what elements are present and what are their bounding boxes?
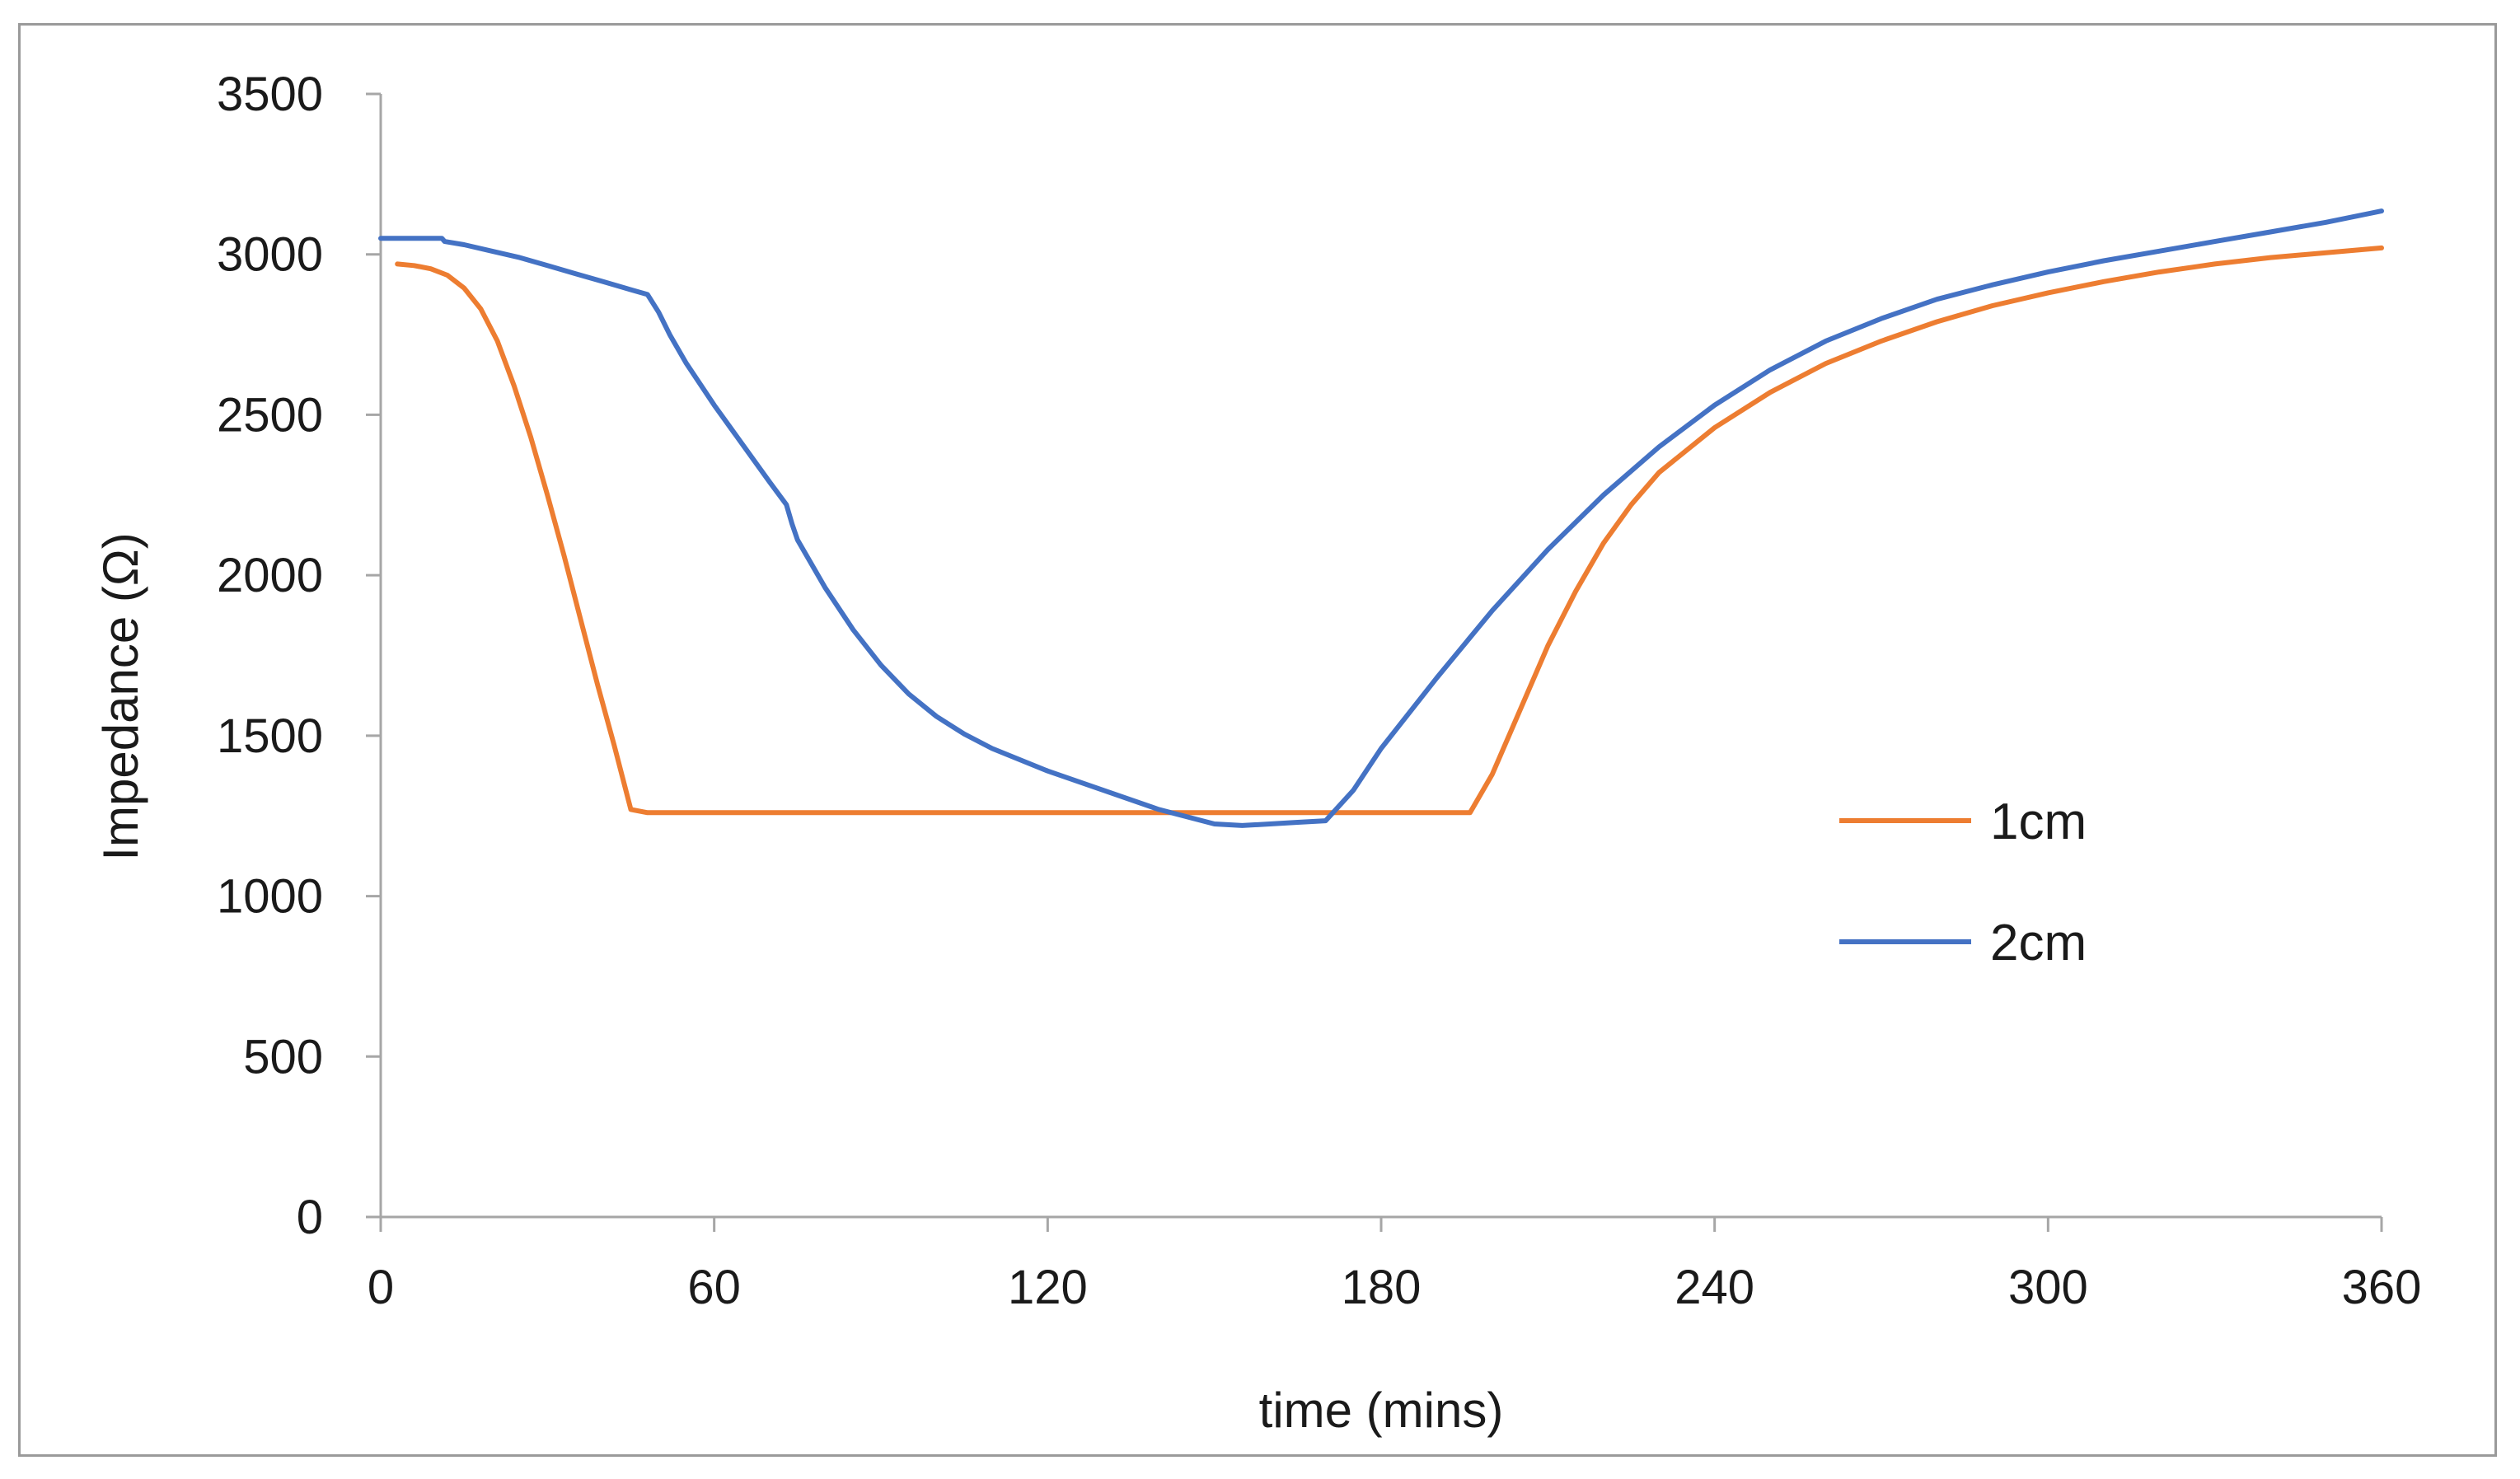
x-tick-label: 300 [2008,1261,2088,1314]
legend-label-2cm: 2cm [1990,915,2087,971]
x-tick-label: 0 [368,1261,394,1314]
series-layer [378,208,2384,828]
y-tick-label: 3000 [217,228,323,282]
x-ticks: 0 60 120 180 240 300 360 [368,1217,2422,1314]
y-tick-label: 2500 [217,388,323,442]
y-tick-label: 1500 [217,709,323,763]
legend-label-1cm: 1cm [1990,793,2087,850]
y-tick-label: 0 [297,1191,323,1244]
y-tick-label: 1000 [217,870,323,924]
x-tick-label: 120 [1008,1261,1088,1314]
y-tick-label: 3500 [217,68,323,121]
legend: 1cm 2cm [1839,793,2087,971]
x-tick-label: 240 [1675,1261,1754,1314]
y-tick-label: 2000 [217,549,323,602]
x-tick-label: 60 [687,1261,741,1314]
y-ticks: 0 500 1000 1500 2000 2500 3000 3500 [217,68,381,1244]
axes [379,94,2382,1219]
series-line-2cm [378,208,2384,828]
series-line-1cm [395,245,2384,816]
y-axis-title: Impedance (Ω) [93,532,148,860]
y-tick-label: 500 [243,1030,323,1084]
x-axis-title: time (mins) [1259,1383,1504,1438]
x-tick-label: 360 [2342,1261,2422,1314]
x-tick-label: 180 [1342,1261,1422,1314]
